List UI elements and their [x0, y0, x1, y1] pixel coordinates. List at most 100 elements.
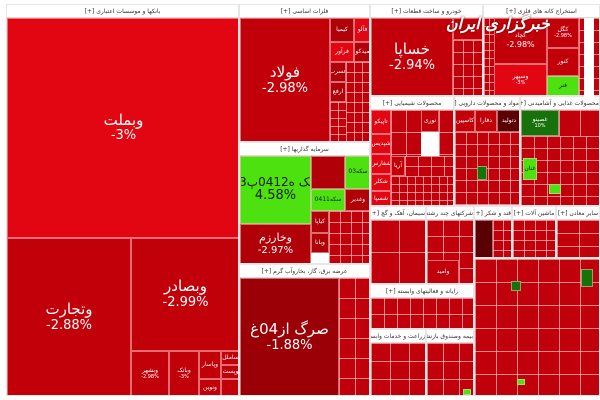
tile-green[interactable] [511, 281, 521, 291]
tile-arfa[interactable]: ارفع [330, 82, 346, 102]
sector-small-group[interactable] [474, 258, 600, 396]
sector-header[interactable]: استخراج کانه های فلزی [+] [484, 5, 599, 18]
tile-shfars[interactable]: شفارس [371, 154, 391, 174]
tile-ghsino[interactable]: غصینو 10% [521, 110, 559, 136]
tile-ghnan[interactable]: غنان [523, 158, 537, 180]
sector-investment[interactable]: سرمایه گذاریها [+] سک ه0412پ03 4.58% سکه… [239, 142, 370, 264]
tile-vsepahr[interactable]: وسپهر -3% [494, 64, 547, 95]
tile-fanar[interactable]: فنر [547, 76, 579, 95]
sector-agriculture[interactable]: زراعت و خدمات وابسته [+] [370, 329, 426, 396]
sector-header[interactable]: بیمه وصندوق بازنشستگی [+] [427, 330, 473, 343]
tile-sekeh-0411[interactable]: سکه0411 [311, 189, 345, 211]
tile-knoor[interactable]: کنور [547, 48, 579, 76]
tile-vnovin[interactable]: ونوین [199, 379, 221, 395]
sector-header[interactable]: زراعت و خدمات وابسته [+] [371, 330, 425, 343]
tile-foolad[interactable]: فولاد -2.98% [240, 18, 330, 141]
sector-sugar[interactable]: قند و شکر [+] [474, 206, 512, 258]
tile-vtejarat[interactable]: وتجارت -2.88% [7, 238, 131, 395]
sector-utilities[interactable]: عرضه برق، گاز، بخاروآب گرم [+] صرگ از04غ… [239, 264, 370, 396]
tile-vpost[interactable]: وپست [221, 365, 238, 379]
sector-food[interactable]: محصولات غذایی و آشامیدنی [+] غصینو 10% غ… [520, 96, 600, 206]
sector-mining[interactable]: استخراج کانه های فلزی [+] کچاد -2.98% وس… [483, 4, 600, 96]
tile-green[interactable] [581, 269, 593, 287]
tile-symbol: وسپهر [512, 73, 529, 81]
tile-green[interactable] [549, 184, 561, 194]
tile-noori[interactable]: نوری [421, 110, 439, 132]
sector-header[interactable]: بانکها و موسسات اعتباری [+] [7, 5, 238, 18]
tile-tapiko[interactable]: تاپیکو [371, 110, 391, 134]
sector-header[interactable]: ماشین آلات [+] [513, 207, 555, 220]
tile-vkharazm[interactable]: وخارزم -2.97% [240, 224, 311, 263]
sector-other-mining[interactable]: سایر معادن [+] [556, 206, 600, 258]
small-tiles-grid [427, 343, 473, 395]
tile-shsepa[interactable]: شسپا [371, 191, 391, 205]
sector-header[interactable]: سایر معادن [+] [557, 207, 599, 220]
tile-vbshahr[interactable]: وبشهر -2.98% [131, 351, 169, 395]
tile-dtolid[interactable]: دتولید [497, 110, 519, 132]
sector-basic-metals[interactable]: فلزات اساسی [+] فولاد -2.98% کیمیا فآلو … [239, 4, 370, 142]
tile-vomid[interactable]: واميد [427, 260, 459, 283]
tile-sekeh-03[interactable]: سکه03 [345, 156, 369, 189]
tile-khfanar[interactable] [453, 18, 482, 40]
tile-change: -2.98% [262, 80, 308, 96]
tile-kaspian[interactable]: کاسپین [455, 110, 475, 132]
sector-machinery[interactable]: ماشین آلات [+] [512, 206, 556, 258]
sector-header[interactable]: فلزات اساسی [+] [240, 5, 369, 18]
tile-green[interactable] [517, 379, 525, 385]
tile-fsorb[interactable]: فسرب [330, 62, 346, 82]
tile-green[interactable] [463, 389, 471, 395]
sector-header[interactable]: محصولات شیمیایی [+] [371, 97, 453, 110]
sector-header[interactable]: سرمایه گذاریها [+] [240, 143, 369, 156]
sector-media[interactable]: رایانه و فعالیتهای وابسته [+] [370, 284, 474, 329]
tile-symbol: صرگ از04غ [250, 320, 329, 339]
tile-symbol: غصینو [532, 115, 548, 123]
tile-vbsader[interactable]: وبصادر -2.99% [131, 238, 238, 351]
tile-sarg-az04gh[interactable]: صرگ از04غ -1.88% [240, 278, 339, 395]
sector-header[interactable]: عرضه برق، گاز، بخاروآب گرم [+] [240, 265, 369, 278]
tile-vpasar[interactable]: وپاسار [199, 351, 221, 379]
tile-kgol[interactable]: کگل -2.98% [547, 18, 579, 48]
tile-change: -2.94% [389, 57, 435, 73]
tile-khsapa[interactable]: خساپا -2.94% [371, 18, 453, 95]
small-tiles-grid [513, 220, 555, 257]
sector-header[interactable]: سیمان، آهک و گچ [+] [371, 207, 425, 220]
sector-header[interactable]: رایانه و فعالیتهای وابسته [+] [371, 285, 473, 298]
tile-shkalar[interactable]: شکلر [371, 174, 391, 191]
tile-kiapa[interactable]: کیاپا [311, 211, 329, 233]
tile-vbank[interactable]: وبانک -3% [169, 351, 199, 395]
sector-funds[interactable]: بیمه وصندوق بازنشستگی [+] [426, 329, 474, 396]
sector-multi[interactable]: شرکتهای چند رشته ای [+] واميد [426, 206, 474, 284]
sector-automotive[interactable]: خودرو و ساخت قطعات [+] خساپا -2.94% [370, 4, 483, 96]
tile-samelal[interactable]: ساملل [221, 351, 239, 365]
sector-banks[interactable]: بانکها و موسسات اعتباری [+] وبملت -3% وت… [6, 4, 239, 396]
tile-symbol: ساملل [222, 353, 239, 361]
tile-symbol: کیمیا [336, 25, 348, 33]
tile-lonid[interactable] [311, 156, 345, 189]
tile-change: 10% [534, 122, 546, 129]
sector-header[interactable]: شرکتهای چند رشته ای [+] [427, 207, 473, 220]
sector-chemicals[interactable]: محصولات شیمیایی [+] تاپیکو شپدیس شفارس ش… [370, 96, 454, 206]
tile-faravar[interactable]: فرآور [330, 42, 354, 62]
sector-cement[interactable]: سیمان، آهک و گچ [+] [370, 206, 426, 284]
tile-vbmellat[interactable]: وبملت -3% [7, 18, 238, 238]
tile-kachad[interactable]: کچاد -2.98% [494, 18, 547, 64]
tile-vghadir[interactable]: وغدیر [345, 189, 369, 211]
tile-falu[interactable]: فآلو [354, 18, 369, 42]
tile-green[interactable] [477, 166, 487, 180]
sector-header[interactable]: قند و شکر [+] [475, 207, 511, 220]
tile-shpadis[interactable]: شپدیس [371, 134, 391, 154]
tile-symbol: خساپا [394, 40, 430, 59]
tile-symbol: واميد [436, 268, 450, 276]
sector-header[interactable]: مواد و محصولات دارویی [+] [455, 97, 519, 110]
tile-vbana[interactable]: وبانا [311, 233, 329, 253]
tile-dfara[interactable]: دفارا [475, 110, 497, 132]
sector-header[interactable]: خودرو و ساخت قطعات [+] [371, 5, 482, 18]
tile-midco[interactable]: میدکو [354, 42, 369, 62]
tile-kimia[interactable]: کیمیا [330, 18, 354, 42]
sector-header[interactable]: محصولات غذایی و آشامیدنی [+] [521, 97, 599, 110]
tile-small[interactable] [221, 379, 238, 395]
tile-sugar-main[interactable] [475, 220, 493, 257]
tile-sekeh-0412[interactable]: سک ه0412پ03 4.58% [240, 156, 311, 224]
sector-pharma[interactable]: مواد و محصولات دارویی [+] کاسپین دفارا د… [454, 96, 520, 206]
tile-aria[interactable]: آریا [391, 156, 405, 176]
